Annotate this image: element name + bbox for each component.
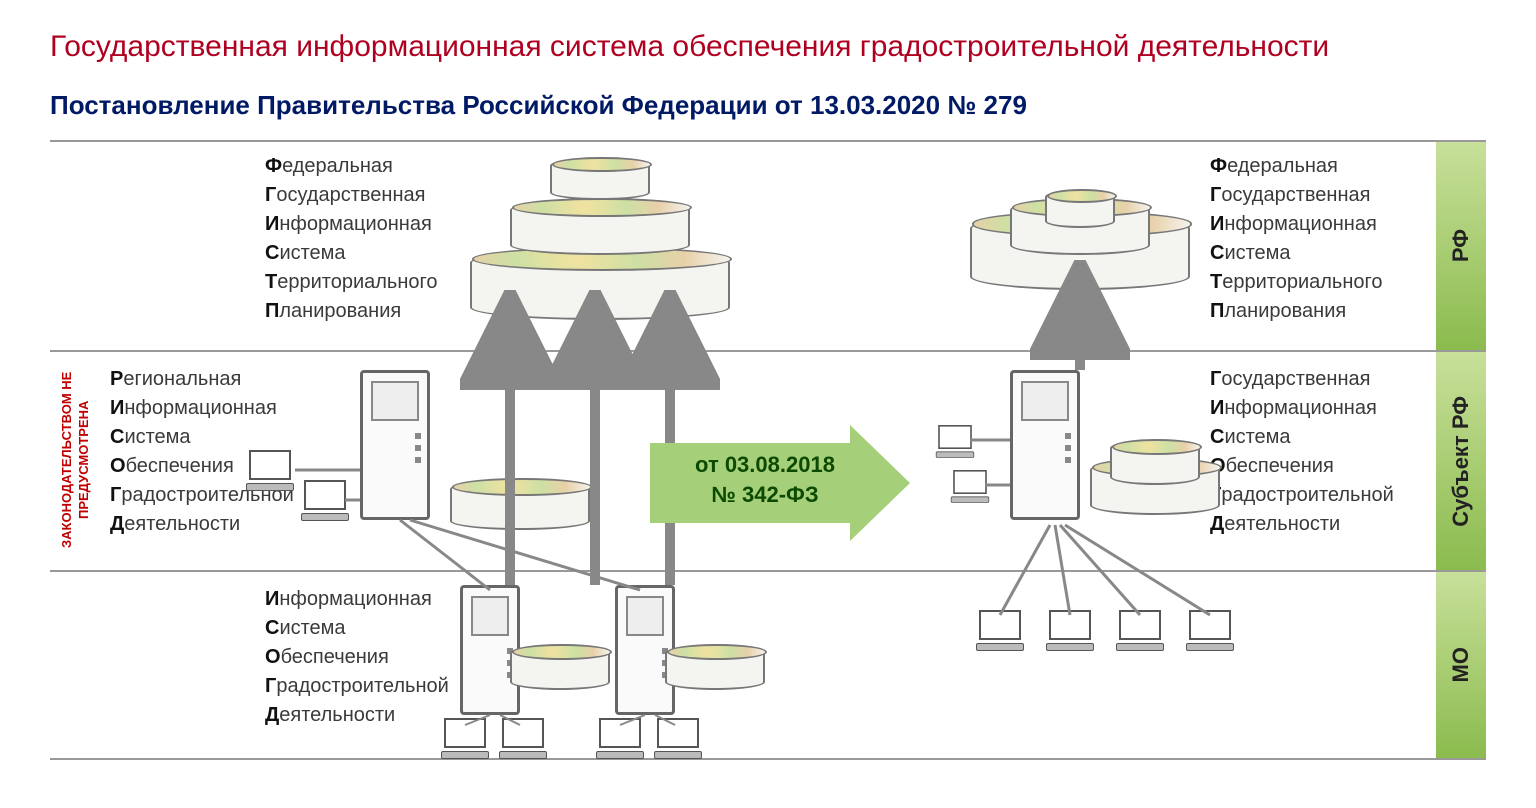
page-title: Государственная информационная система о… — [50, 30, 1329, 64]
connector-lines-right — [50, 140, 1486, 780]
page-subtitle: Постановление Правительства Российской Ф… — [50, 90, 1027, 121]
diagram: РФ Субъект РФ МО ЗАКОНОДАТЕЛЬСТВОМ НЕ ПР… — [50, 140, 1486, 780]
